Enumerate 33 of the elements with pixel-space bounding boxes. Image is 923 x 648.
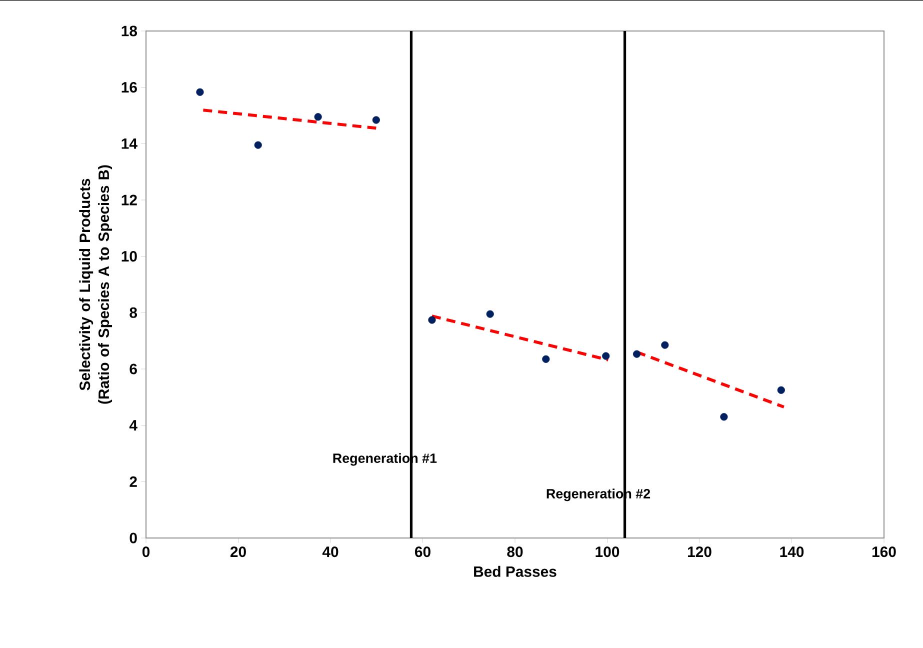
point [661, 341, 669, 349]
x-tick-label: 120 [688, 546, 712, 558]
y-tick-label: 8 [130, 307, 138, 318]
point [632, 350, 641, 358]
point [777, 386, 785, 394]
x-tick-label: 140 [780, 546, 804, 558]
y-tick-label: 18 [122, 26, 138, 36]
x-tick-label: 0 [142, 546, 150, 558]
y-tick-label: 10 [122, 251, 137, 262]
point [486, 310, 494, 318]
y-tick-label: 12 [122, 194, 137, 206]
point [196, 88, 204, 96]
y-tick-label: 0 [130, 532, 137, 544]
y-axis-title: Selectivity of Liquid Products (Ratio of Species A to Species B) [79, 165, 112, 404]
y-tick-label: 14 [122, 138, 138, 149]
x-tick-label: 160 [872, 546, 896, 558]
y-tick-label: 6 [130, 364, 137, 374]
x-axis-title: Bed Passes [474, 566, 556, 577]
y-tick-label: 2 [130, 476, 137, 487]
y-tick-label: 16 [122, 82, 137, 93]
x-tick-label: 60 [414, 546, 430, 558]
point [372, 116, 380, 124]
point [720, 413, 728, 421]
x-tick-label: 100 [596, 546, 620, 558]
x-tick-label: 20 [230, 546, 246, 558]
x-tick-label: 40 [322, 546, 338, 558]
point [428, 316, 436, 324]
x-tick-label: 80 [507, 546, 523, 558]
point [542, 355, 550, 363]
point [254, 141, 262, 149]
point [314, 113, 322, 121]
y-tick-label: 4 [129, 420, 138, 430]
point [602, 352, 610, 360]
